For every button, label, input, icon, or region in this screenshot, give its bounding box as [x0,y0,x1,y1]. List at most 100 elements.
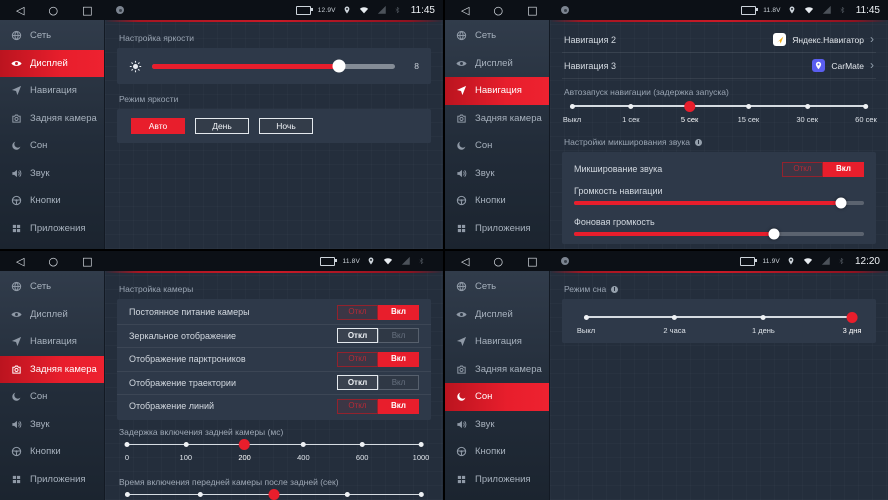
sidebar-item-apps[interactable]: Приложения [445,215,549,243]
sidebar-item-rear-camera[interactable]: Задняя камера [0,355,104,383]
mode-night-button[interactable]: Ночь [259,118,313,134]
sidebar-item-rear-camera[interactable]: Задняя камера [445,356,549,384]
home-button[interactable]: ○ [493,3,504,17]
slider-thumb[interactable] [835,197,847,209]
front-camera-time-slider[interactable]: Выкл 10 15 20 60 [124,489,424,500]
sidebar-item-rear-camera[interactable]: Задняя камера [0,105,104,133]
back-button[interactable]: ◁ [16,3,25,17]
sidebar-item-display[interactable]: Дисплей [0,49,104,77]
slider-stop[interactable]: 1 сек [622,102,640,124]
brightness-slider[interactable] [152,59,395,73]
toggle-off-button[interactable]: Откл [337,398,378,414]
sidebar-item-rear-camera[interactable]: Задняя камера [445,105,549,133]
slider-stop[interactable]: 60 [417,491,425,500]
sidebar-item-buttons[interactable]: Кнопки [445,187,549,215]
slider-stop[interactable]: 200 [238,439,251,462]
recents-button[interactable]: □ [527,3,538,17]
info-icon[interactable] [695,138,703,146]
sidebar-item-network[interactable]: Сеть [445,273,549,301]
rear-camera-delay-slider[interactable]: 0 100 200 400 600 1000 [124,439,429,467]
sidebar-item-display[interactable]: Дисплей [445,50,549,78]
slider-stop[interactable]: 600 [356,441,368,462]
sidebar-item-navigation[interactable]: Навигация [0,328,104,356]
bluetooth-icon [839,5,846,15]
mode-auto-button[interactable]: Авто [131,118,185,134]
home-button[interactable]: ○ [493,254,504,268]
slider-stop[interactable]: 10 [196,491,204,500]
sidebar-item-buttons[interactable]: Кнопки [445,438,549,466]
sidebar-item-navigation[interactable]: Навигация [0,77,104,105]
sleep-mode-slider[interactable]: Выкл 2 часа 1 день 3 дня [577,311,861,339]
sidebar-item-network[interactable]: Сеть [445,22,549,50]
slider-stop[interactable]: 1 день [752,313,775,335]
navigation2-row[interactable]: Навигация 2 Яндекс.Навигатор › [562,27,876,53]
slider-stop[interactable]: Выкл [563,102,581,124]
sidebar-item-sound[interactable]: Звук [445,411,549,439]
slider-stop[interactable]: 60 сек [855,102,877,124]
nav-autostart-slider[interactable]: Выкл 1 сек 5 сек 15 сек 30 сек 60 сек [563,100,877,128]
slider-stop[interactable]: 400 [297,441,310,462]
slider-stop[interactable]: 15 [268,489,280,500]
recents-button[interactable]: □ [527,254,538,268]
back-button[interactable]: ◁ [461,3,470,17]
recents-button[interactable]: □ [82,3,93,17]
slider-stop[interactable]: 30 сек [796,102,818,124]
sidebar-item-sleep[interactable]: Сон [445,132,549,160]
sidebar-item-sleep[interactable]: Сон [445,383,549,411]
slider-stop[interactable]: Выкл [118,491,136,500]
slider-stop[interactable]: 5 сек [681,100,698,124]
slider-stop[interactable]: 100 [180,441,192,462]
info-icon[interactable] [611,285,619,293]
navigation3-row[interactable]: Навигация 3 CarMate › [562,53,876,79]
slider-stop[interactable]: 2 часа [663,313,686,335]
home-button[interactable]: ○ [48,254,59,268]
sidebar-item-display[interactable]: Дисплей [0,301,104,329]
toggle-off-button[interactable]: Откл [337,328,378,344]
slider-thumb[interactable] [332,59,346,73]
toggle-off-button[interactable]: Откл [337,304,378,320]
slider-stop-label: 200 [238,453,251,462]
slider-stop[interactable]: 15 сек [738,102,759,124]
nav-volume-slider[interactable] [574,197,864,209]
back-button[interactable]: ◁ [461,254,470,268]
sidebar-item-display[interactable]: Дисплей [445,301,549,329]
toggle-on-button[interactable]: Вкл [823,161,864,177]
back-button[interactable]: ◁ [16,254,25,268]
camera-options-panel: Постоянное питание камеры Откл Вкл Зеркал… [117,299,431,420]
sidebar-item-sleep[interactable]: Сон [0,132,104,160]
slider-track [572,105,866,107]
slider-stop[interactable]: Выкл [577,313,595,335]
row-label: Зеркальное отображение [129,330,237,341]
sidebar-item-sound[interactable]: Звук [0,160,104,188]
sidebar-item-sleep[interactable]: Сон [0,383,104,411]
voltage-readout: 11.8V [763,6,781,14]
sidebar-item-apps[interactable]: Приложения [445,466,549,494]
sidebar-item-apps[interactable]: Приложения [0,215,104,243]
toggle-off-button[interactable]: Откл [337,375,378,391]
sidebar-item-navigation[interactable]: Навигация [445,328,549,356]
toggle-off-button[interactable]: Откл [337,351,378,367]
toggle-on-button[interactable]: Вкл [378,398,419,414]
sidebar-item-navigation[interactable]: Навигация [445,77,549,105]
sidebar-item-sound[interactable]: Звук [445,160,549,188]
sidebar-item-buttons[interactable]: Кнопки [0,438,104,466]
bg-volume-slider[interactable] [574,228,864,240]
slider-thumb[interactable] [768,228,780,240]
sidebar-item-apps[interactable]: Приложения [0,466,104,494]
slider-stop[interactable]: 20 [343,491,351,500]
slider-stop[interactable]: 3 дня [843,311,861,335]
sidebar-item-network[interactable]: Сеть [0,273,104,301]
recents-button[interactable]: □ [82,254,93,268]
toggle-on-button[interactable]: Вкл [378,375,419,391]
sidebar-item-sound[interactable]: Звук [0,411,104,439]
toggle-off-button[interactable]: Откл [782,161,823,177]
slider-stop[interactable]: 1000 [413,441,429,462]
mode-day-button[interactable]: День [195,118,249,134]
toggle-on-button[interactable]: Вкл [378,304,419,320]
slider-stop[interactable]: 0 [124,441,130,462]
sidebar-item-network[interactable]: Сеть [0,22,104,50]
toggle-on-button[interactable]: Вкл [378,328,419,344]
home-button[interactable]: ○ [48,3,59,17]
toggle-on-button[interactable]: Вкл [378,351,419,367]
sidebar-item-buttons[interactable]: Кнопки [0,187,104,215]
